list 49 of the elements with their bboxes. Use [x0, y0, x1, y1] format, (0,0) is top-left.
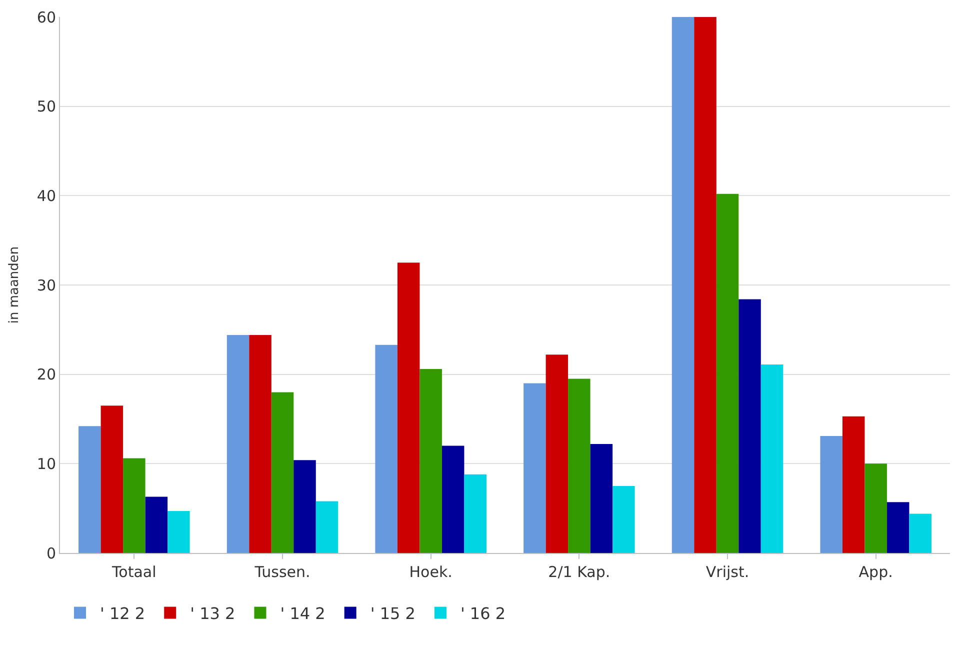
bar [397, 262, 420, 553]
bar [694, 17, 716, 553]
bar [909, 514, 932, 553]
y-tick-label: 30 [36, 276, 56, 294]
x-tick-label: 2/1 Kap. [548, 563, 610, 581]
legend-label: ' 12 2 [100, 604, 146, 624]
y-axis-title: in maanden [6, 246, 22, 324]
bar [145, 496, 168, 553]
bar [100, 406, 124, 553]
bar [524, 383, 546, 553]
bar [568, 378, 590, 553]
x-tick-label: Totaal [111, 563, 156, 581]
bar [78, 426, 101, 553]
x-tick-label: Hoek. [409, 563, 452, 581]
bar [226, 335, 250, 553]
y-tick-label: 50 [36, 98, 56, 116]
y-tick-label: 10 [36, 454, 56, 473]
bar [375, 344, 398, 553]
y-tick-label: 40 [36, 186, 56, 205]
bar [738, 299, 761, 553]
bar [442, 446, 464, 553]
y-tick-label: 60 [36, 8, 56, 26]
bar [716, 194, 739, 553]
bar [612, 486, 635, 553]
bar [842, 416, 865, 553]
bar [316, 501, 338, 553]
bar [590, 444, 613, 553]
y-tick-label: 20 [36, 366, 56, 384]
bar [820, 436, 842, 553]
bar [760, 364, 784, 553]
legend-label: ' 15 2 [370, 604, 416, 624]
legend-label: ' 13 2 [190, 604, 236, 624]
bar [420, 368, 442, 553]
bar [271, 392, 294, 553]
bar [464, 474, 486, 553]
bar [123, 458, 146, 553]
y-tick-label: 0 [46, 544, 56, 562]
x-tick-label: Tussen. [254, 563, 310, 581]
bar [168, 511, 190, 553]
legend-label: ' 14 2 [280, 604, 326, 624]
x-tick-label: Vrijst. [706, 563, 750, 581]
bar [886, 502, 910, 553]
bar [249, 335, 272, 553]
bar [294, 460, 316, 553]
bar [864, 464, 887, 553]
bar [672, 17, 694, 553]
legend-label: ' 16 2 [460, 604, 506, 624]
x-tick-label: App. [858, 563, 893, 581]
bar [546, 354, 568, 553]
